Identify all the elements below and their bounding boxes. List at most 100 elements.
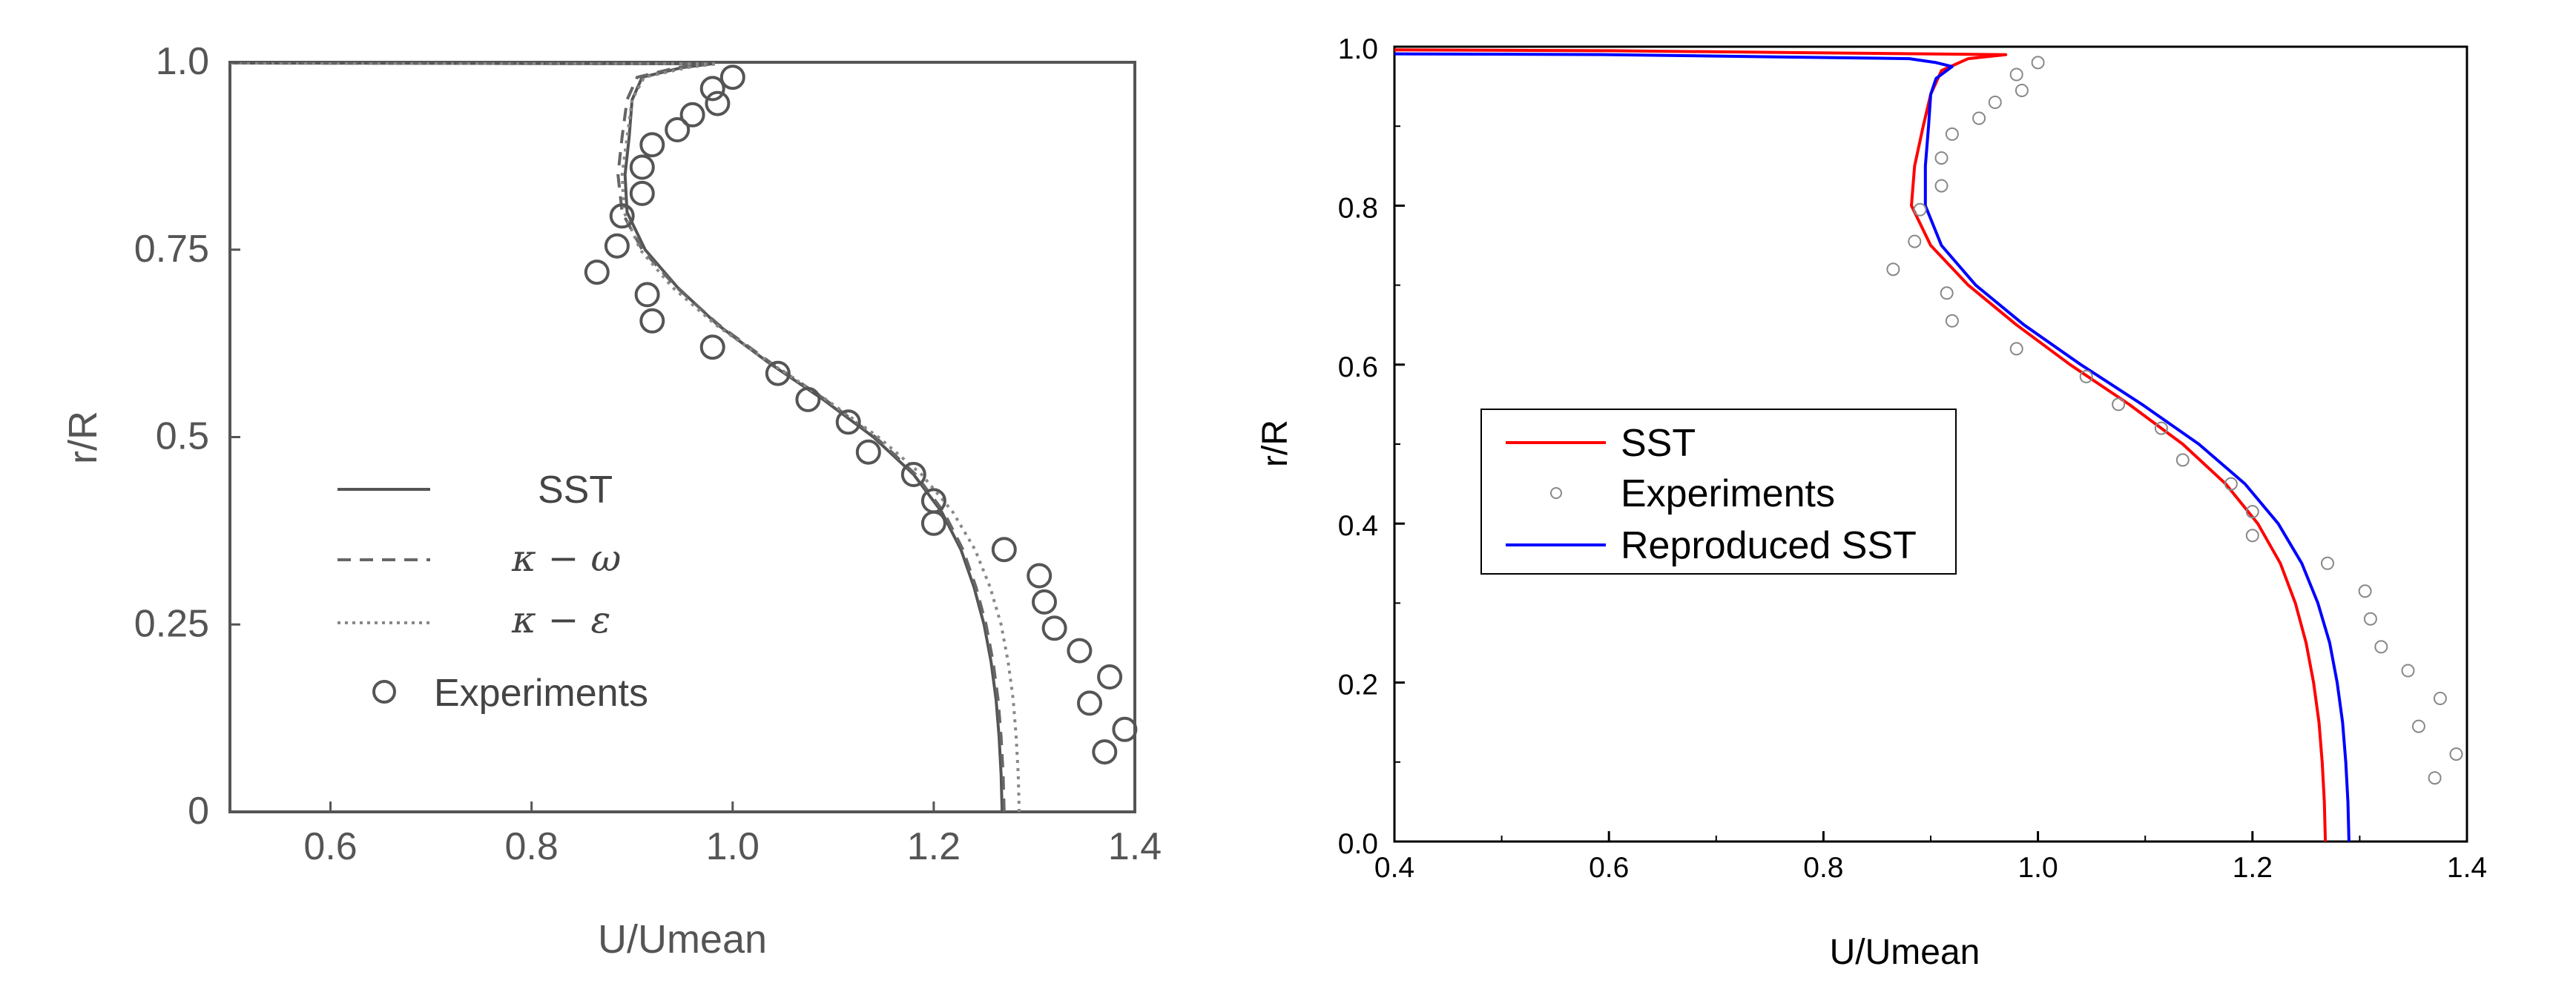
right-y-tick-label: 0.6 — [1338, 351, 1378, 383]
left-x-axis-label: U/Umean — [598, 917, 767, 962]
left-y-tick-label: 0 — [188, 790, 209, 833]
left-experiment-point — [699, 334, 725, 360]
left-experiment-point — [584, 260, 610, 285]
right-experiment-points — [1886, 56, 2463, 785]
left-experiment-point — [679, 102, 705, 128]
right-experiment-point — [2449, 747, 2463, 761]
left-experiment-point — [705, 90, 731, 116]
right-experiment-point — [2411, 719, 2425, 733]
right-experiment-point — [1988, 96, 2002, 109]
left-legend-experiments-label: Experiments — [434, 672, 648, 715]
left-legend-sst-label: SST — [538, 469, 613, 512]
right-series-line-1 — [1394, 52, 2351, 842]
right-ticks: 0.4 0.6 0.8 1.0 1.2 1.4 0.0 0.2 0.4 0.6 0.8 1.0 — [1338, 33, 2487, 884]
left-series-line-1 — [230, 62, 1006, 812]
right-experiment-point — [1913, 202, 1927, 216]
left-experiment-point — [639, 308, 665, 334]
right-chart-panel: 0.4 0.6 0.8 1.0 1.2 1.4 0.0 0.2 0.4 0.6 0.8 1.0 r/R… — [1256, 33, 2487, 972]
right-experiment-point — [1934, 151, 1949, 165]
right-experiment-point — [2245, 529, 2259, 543]
left-experiment-point — [629, 180, 655, 206]
right-experiment-point — [2031, 56, 2045, 70]
left-series-layer — [230, 62, 1021, 812]
left-x-tick-label: 0.8 — [505, 825, 559, 868]
right-x-tick-label: 0.4 — [1374, 852, 1414, 884]
right-experiment-point — [2015, 84, 2029, 97]
left-experiment-point — [699, 76, 725, 102]
right-experiment-point — [2154, 421, 2168, 435]
left-legend: SST κ − ω κ − ε Experiments — [337, 469, 648, 715]
right-experiment-point — [1945, 127, 1959, 141]
right-experiment-point — [2358, 584, 2372, 598]
left-experiment-point — [991, 537, 1017, 563]
left-experiment-point — [1067, 638, 1093, 664]
left-experiment-point — [719, 65, 745, 90]
right-x-tick-label: 1.0 — [2017, 852, 2058, 884]
left-experiment-point — [1032, 589, 1057, 615]
left-experiment-point — [1077, 690, 1102, 716]
left-x-tick-label: 1.0 — [706, 825, 760, 868]
left-ticks: 0.6 0.8 1.0 1.2 1.4 0 0.25 0.5 0.75 1.0 — [134, 40, 1162, 868]
left-y-tick-label: 0.5 — [156, 415, 209, 458]
left-series-line-0 — [230, 62, 1004, 812]
right-experiment-point — [2433, 692, 2447, 705]
left-y-tick-label: 0.75 — [134, 228, 209, 271]
right-x-tick-label: 0.8 — [1803, 852, 1843, 884]
left-experiment-point — [920, 510, 946, 536]
left-experiment-point — [1112, 716, 1138, 742]
left-experiment-point — [609, 203, 635, 229]
right-x-tick-label: 1.4 — [2447, 852, 2487, 884]
left-experiment-point — [1041, 615, 1067, 641]
right-experiment-point — [2175, 453, 2190, 467]
left-experiment-point — [835, 409, 861, 435]
right-experiment-point — [2321, 556, 2334, 570]
left-legend-ke-label: κ − ε — [511, 598, 610, 641]
right-series-line-0 — [1394, 48, 2328, 842]
left-experiment-point — [629, 154, 655, 180]
left-experiment-point — [665, 117, 691, 142]
right-y-tick-label: 0.0 — [1338, 828, 1378, 860]
right-y-tick-label: 0.2 — [1338, 670, 1378, 701]
right-legend-reproduced-label: Reproduced SST — [1621, 524, 1917, 567]
right-experiment-point — [2009, 342, 2023, 356]
right-legend-sst-label: SST — [1621, 422, 1696, 465]
left-x-tick-label: 1.4 — [1108, 825, 1162, 868]
right-x-tick-label: 0.6 — [1589, 852, 1629, 884]
left-experiment-point — [795, 386, 821, 412]
left-experiment-point — [634, 282, 660, 308]
left-x-tick-label: 0.6 — [303, 825, 357, 868]
right-experiment-point — [1940, 286, 1954, 300]
right-experiment-point — [1945, 314, 1959, 328]
right-experiment-point — [2112, 397, 2126, 411]
right-x-tick-label: 1.2 — [2233, 852, 2273, 884]
left-experiment-point — [855, 439, 881, 465]
left-experiment-points — [584, 65, 1138, 765]
right-legend-experiments-marker — [1550, 487, 1562, 499]
left-y-axis-label: r/R — [61, 411, 105, 464]
left-experiment-point — [1097, 664, 1123, 690]
right-experiment-point — [2009, 67, 2023, 82]
left-experiment-point — [765, 360, 791, 386]
right-experiment-point — [2245, 505, 2259, 519]
left-x-tick-label: 1.2 — [907, 825, 961, 868]
right-experiment-point — [1972, 111, 1986, 125]
left-chart-panel: 0.6 0.8 1.0 1.2 1.4 0 0.25 0.5 0.75 1.0 r/R U/Ume… — [61, 40, 1162, 962]
right-experiment-point — [2374, 640, 2388, 654]
right-experiment-point — [2401, 664, 2415, 678]
right-y-axis-label: r/R — [1256, 420, 1295, 467]
right-experiment-point — [2428, 771, 2442, 785]
right-experiment-point — [2224, 477, 2238, 491]
right-experiment-point — [2363, 612, 2377, 626]
left-experiment-point — [1027, 563, 1053, 589]
right-experiment-point — [1934, 179, 1949, 193]
left-experiment-point — [900, 462, 926, 487]
left-y-tick-label: 0.25 — [134, 602, 209, 645]
right-x-axis-label: U/Umean — [1830, 933, 1980, 972]
right-y-tick-label: 1.0 — [1338, 33, 1378, 65]
right-series-layer — [1394, 48, 2351, 842]
right-y-tick-label: 0.8 — [1338, 192, 1378, 224]
right-experiment-point — [1908, 234, 1922, 248]
right-legend-experiments-label: Experiments — [1621, 472, 1835, 515]
left-legend-experiments-marker — [372, 680, 396, 704]
